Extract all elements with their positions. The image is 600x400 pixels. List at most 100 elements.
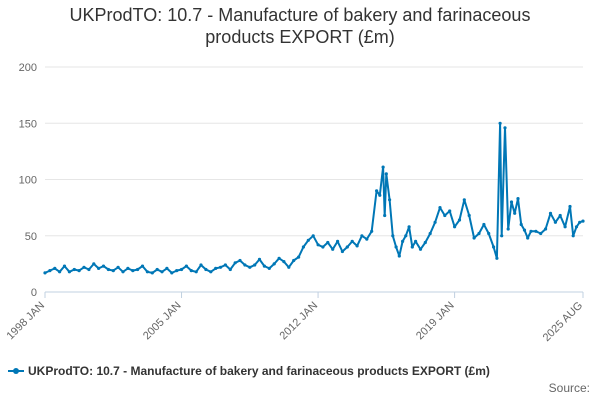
data-point[interactable] bbox=[218, 265, 223, 269]
data-point[interactable] bbox=[388, 198, 392, 202]
data-point[interactable] bbox=[297, 255, 301, 259]
data-point[interactable] bbox=[414, 239, 418, 243]
data-point[interactable] bbox=[513, 211, 517, 215]
data-point[interactable] bbox=[145, 270, 149, 274]
data-point[interactable] bbox=[407, 225, 411, 229]
data-point[interactable] bbox=[160, 270, 164, 274]
data-point[interactable] bbox=[267, 266, 271, 270]
data-point[interactable] bbox=[350, 239, 354, 243]
data-point[interactable] bbox=[136, 267, 140, 272]
data-point[interactable] bbox=[492, 245, 496, 249]
data-point[interactable] bbox=[214, 266, 218, 270]
data-point[interactable] bbox=[563, 225, 567, 229]
data-point[interactable] bbox=[375, 189, 379, 193]
data-point[interactable] bbox=[150, 271, 154, 275]
data-point[interactable] bbox=[384, 172, 388, 176]
data-point[interactable] bbox=[97, 266, 101, 270]
data-point[interactable] bbox=[228, 267, 232, 272]
data-point[interactable] bbox=[121, 270, 125, 274]
data-point[interactable] bbox=[77, 269, 81, 273]
data-point[interactable] bbox=[539, 231, 543, 236]
data-point[interactable] bbox=[428, 231, 432, 236]
data-point[interactable] bbox=[578, 220, 582, 224]
data-point[interactable] bbox=[282, 260, 286, 264]
data-point[interactable] bbox=[383, 213, 387, 218]
data-point[interactable] bbox=[257, 257, 262, 261]
data-point[interactable] bbox=[526, 236, 530, 240]
data-point[interactable] bbox=[140, 264, 145, 268]
data-point[interactable] bbox=[87, 267, 91, 272]
data-point[interactable] bbox=[433, 220, 437, 224]
data-point[interactable] bbox=[477, 231, 481, 236]
data-point[interactable] bbox=[72, 267, 76, 272]
data-point[interactable] bbox=[179, 267, 184, 272]
data-point[interactable] bbox=[472, 236, 476, 240]
data-point[interactable] bbox=[558, 213, 562, 218]
data-point[interactable] bbox=[378, 193, 382, 197]
data-point[interactable] bbox=[544, 227, 548, 231]
data-point[interactable] bbox=[326, 240, 330, 245]
data-point[interactable] bbox=[345, 245, 349, 249]
data-point[interactable] bbox=[306, 238, 310, 242]
data-point[interactable] bbox=[365, 237, 369, 241]
data-point[interactable] bbox=[223, 263, 227, 267]
data-point[interactable] bbox=[43, 271, 47, 275]
series-line-0[interactable] bbox=[44, 122, 584, 274]
data-point[interactable] bbox=[462, 198, 466, 202]
data-point[interactable] bbox=[529, 229, 533, 233]
data-point[interactable] bbox=[370, 229, 374, 233]
data-point[interactable] bbox=[581, 219, 585, 223]
legend[interactable]: UKProdTO: 10.7 - Manufacture of bakery a… bbox=[8, 364, 490, 378]
data-point[interactable] bbox=[106, 267, 110, 272]
data-point[interactable] bbox=[519, 222, 523, 227]
data-point[interactable] bbox=[58, 270, 62, 274]
data-point[interactable] bbox=[287, 265, 291, 269]
data-point[interactable] bbox=[184, 264, 188, 268]
data-point[interactable] bbox=[248, 265, 252, 269]
data-point[interactable] bbox=[503, 126, 507, 130]
data-point[interactable] bbox=[238, 258, 242, 263]
data-point[interactable] bbox=[506, 227, 510, 231]
data-point[interactable] bbox=[131, 269, 135, 273]
data-point[interactable] bbox=[453, 225, 457, 229]
data-point[interactable] bbox=[394, 245, 398, 249]
data-point[interactable] bbox=[321, 245, 325, 249]
data-point[interactable] bbox=[277, 256, 281, 260]
data-point[interactable] bbox=[410, 245, 414, 249]
data-point[interactable] bbox=[534, 229, 538, 233]
data-point[interactable] bbox=[381, 165, 385, 169]
data-point[interactable] bbox=[418, 247, 423, 251]
data-point[interactable] bbox=[340, 249, 344, 254]
data-point[interactable] bbox=[253, 263, 257, 267]
data-point[interactable] bbox=[391, 234, 395, 238]
data-point[interactable] bbox=[67, 270, 71, 274]
data-point[interactable] bbox=[498, 121, 502, 125]
data-point[interactable] bbox=[509, 200, 514, 204]
data-point[interactable] bbox=[316, 243, 320, 247]
data-point[interactable] bbox=[522, 228, 527, 232]
data-point[interactable] bbox=[495, 256, 499, 260]
data-point[interactable] bbox=[311, 234, 315, 238]
data-point[interactable] bbox=[331, 247, 335, 251]
data-point[interactable] bbox=[571, 234, 575, 238]
data-point[interactable] bbox=[553, 220, 558, 224]
data-point[interactable] bbox=[48, 269, 52, 273]
data-point[interactable] bbox=[233, 261, 237, 265]
data-point[interactable] bbox=[199, 263, 203, 267]
data-point[interactable] bbox=[336, 239, 340, 243]
data-point[interactable] bbox=[548, 211, 553, 215]
data-point[interactable] bbox=[111, 269, 115, 273]
data-point[interactable] bbox=[457, 218, 462, 222]
data-point[interactable] bbox=[62, 264, 67, 268]
data-point[interactable] bbox=[360, 234, 364, 238]
data-point[interactable] bbox=[574, 225, 579, 229]
data-point[interactable] bbox=[355, 244, 359, 248]
data-point[interactable] bbox=[189, 269, 193, 273]
data-point[interactable] bbox=[397, 254, 401, 258]
data-point[interactable] bbox=[272, 262, 276, 266]
data-point[interactable] bbox=[194, 270, 198, 274]
data-point[interactable] bbox=[482, 222, 486, 227]
data-point[interactable] bbox=[101, 264, 106, 268]
data-point[interactable] bbox=[467, 213, 471, 218]
data-point[interactable] bbox=[292, 258, 296, 263]
